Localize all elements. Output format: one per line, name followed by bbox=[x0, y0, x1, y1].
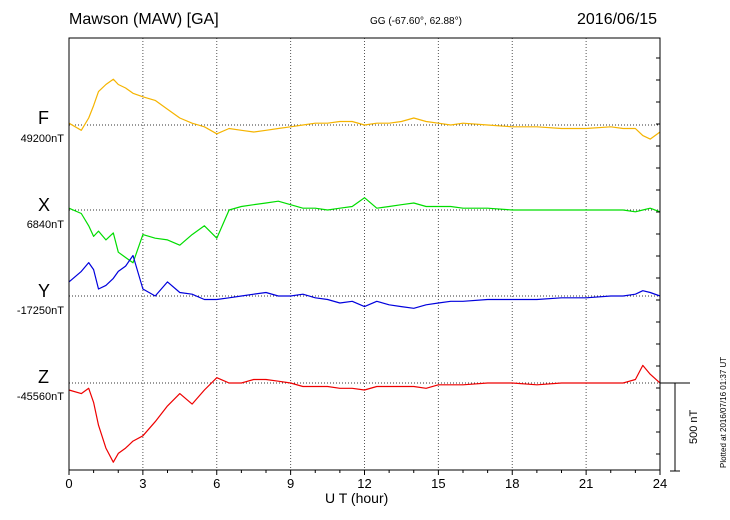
x-axis-ticks: 0 3 6 9 12 15 18 21 24 bbox=[65, 57, 667, 491]
x-tick-label: 3 bbox=[139, 476, 146, 491]
trace-Z bbox=[68, 364, 661, 463]
x-tick-label: 0 bbox=[65, 476, 72, 491]
series-label-Y: Y bbox=[38, 281, 51, 301]
x-tick-label: 6 bbox=[213, 476, 220, 491]
x-tick-label: 18 bbox=[505, 476, 519, 491]
station-coordinates: GG (-67.60°, 62.88°) bbox=[370, 16, 462, 27]
series-label-F: F bbox=[38, 108, 49, 128]
series-label-X: X bbox=[38, 195, 51, 215]
x-tick-label: 21 bbox=[579, 476, 593, 491]
series-label-Z: Z bbox=[38, 367, 49, 387]
series-baseline-Y: -17250nT bbox=[16, 305, 64, 317]
series-baseline-X: 6840nT bbox=[26, 219, 64, 231]
scale-bar-label: 500 nT bbox=[688, 409, 700, 444]
series-baseline-F: 49200nT bbox=[20, 133, 64, 145]
trace-Y bbox=[68, 254, 661, 309]
plotted-timestamp: Plotted at 2016/07/16 01:37 UT bbox=[719, 356, 728, 468]
x-tick-label: 24 bbox=[653, 476, 667, 491]
trace-X bbox=[68, 197, 661, 264]
series-traces bbox=[68, 78, 661, 463]
x-axis-label: U T (hour) bbox=[325, 490, 389, 506]
series-baseline-Z: -45560nT bbox=[16, 391, 64, 403]
x-tick-label: 15 bbox=[431, 476, 445, 491]
trace-F bbox=[68, 78, 661, 140]
x-tick-label: 9 bbox=[287, 476, 294, 491]
grid-lines bbox=[142, 38, 587, 470]
plot-date: 2016/06/15 bbox=[577, 11, 658, 28]
scale-bar bbox=[660, 382, 690, 472]
x-tick-label: 12 bbox=[357, 476, 371, 491]
station-title: Mawson (MAW) [GA] bbox=[69, 11, 219, 28]
